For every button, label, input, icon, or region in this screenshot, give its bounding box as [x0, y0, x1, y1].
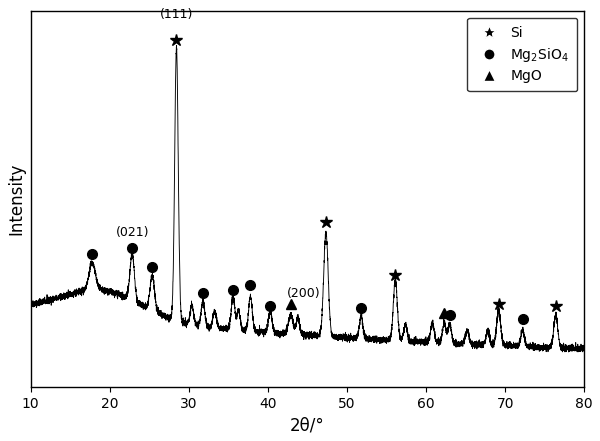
Text: (200): (200): [287, 287, 320, 300]
X-axis label: 2θ/°: 2θ/°: [290, 416, 325, 434]
Y-axis label: Intensity: Intensity: [7, 163, 25, 235]
Text: (111): (111): [160, 8, 193, 21]
Text: (021): (021): [115, 226, 149, 239]
Legend: Si, Mg$_2$SiO$_4$, MgO: Si, Mg$_2$SiO$_4$, MgO: [467, 18, 577, 91]
